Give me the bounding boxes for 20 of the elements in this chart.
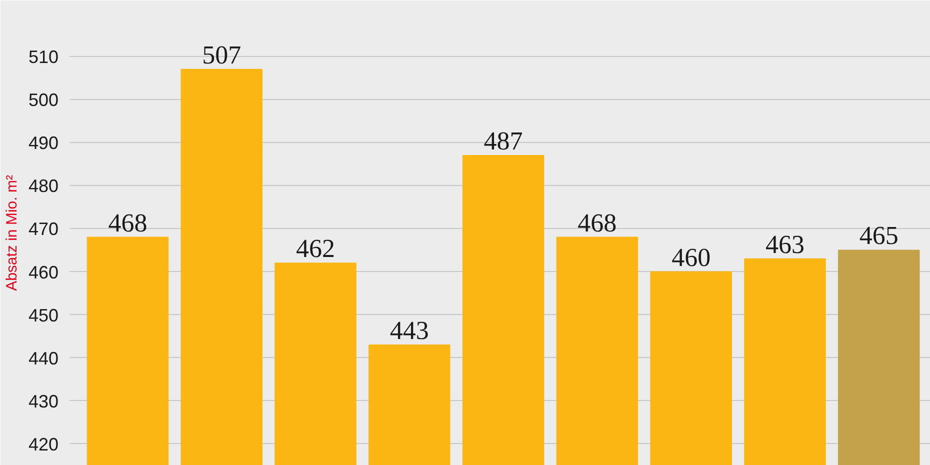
y-tick-label: 490 — [28, 133, 59, 154]
data-label: 487 — [484, 126, 523, 156]
y-tick-label: 480 — [28, 176, 59, 196]
data-label: 463 — [765, 230, 804, 259]
data-label: 462 — [296, 234, 335, 264]
y-tick-label: 470 — [28, 219, 59, 240]
y-tick-label: 450 — [28, 305, 59, 326]
y-tick-label: 420 — [28, 434, 59, 454]
y-tick-label: 430 — [28, 391, 59, 412]
data-label: 468 — [578, 208, 617, 238]
y-tick-label: 440 — [28, 348, 59, 368]
data-label: 507 — [202, 40, 242, 70]
y-tick-label: 500 — [28, 90, 59, 110]
data-label: 468 — [108, 208, 148, 238]
y-axis-title: Absatz in Mio. m² — [3, 175, 20, 291]
data-label: 443 — [390, 316, 429, 345]
data-label: 465 — [859, 221, 898, 250]
y-tick-label: 460 — [28, 262, 59, 282]
y-tick-label: 510 — [28, 46, 59, 67]
data-label: 460 — [672, 242, 711, 272]
